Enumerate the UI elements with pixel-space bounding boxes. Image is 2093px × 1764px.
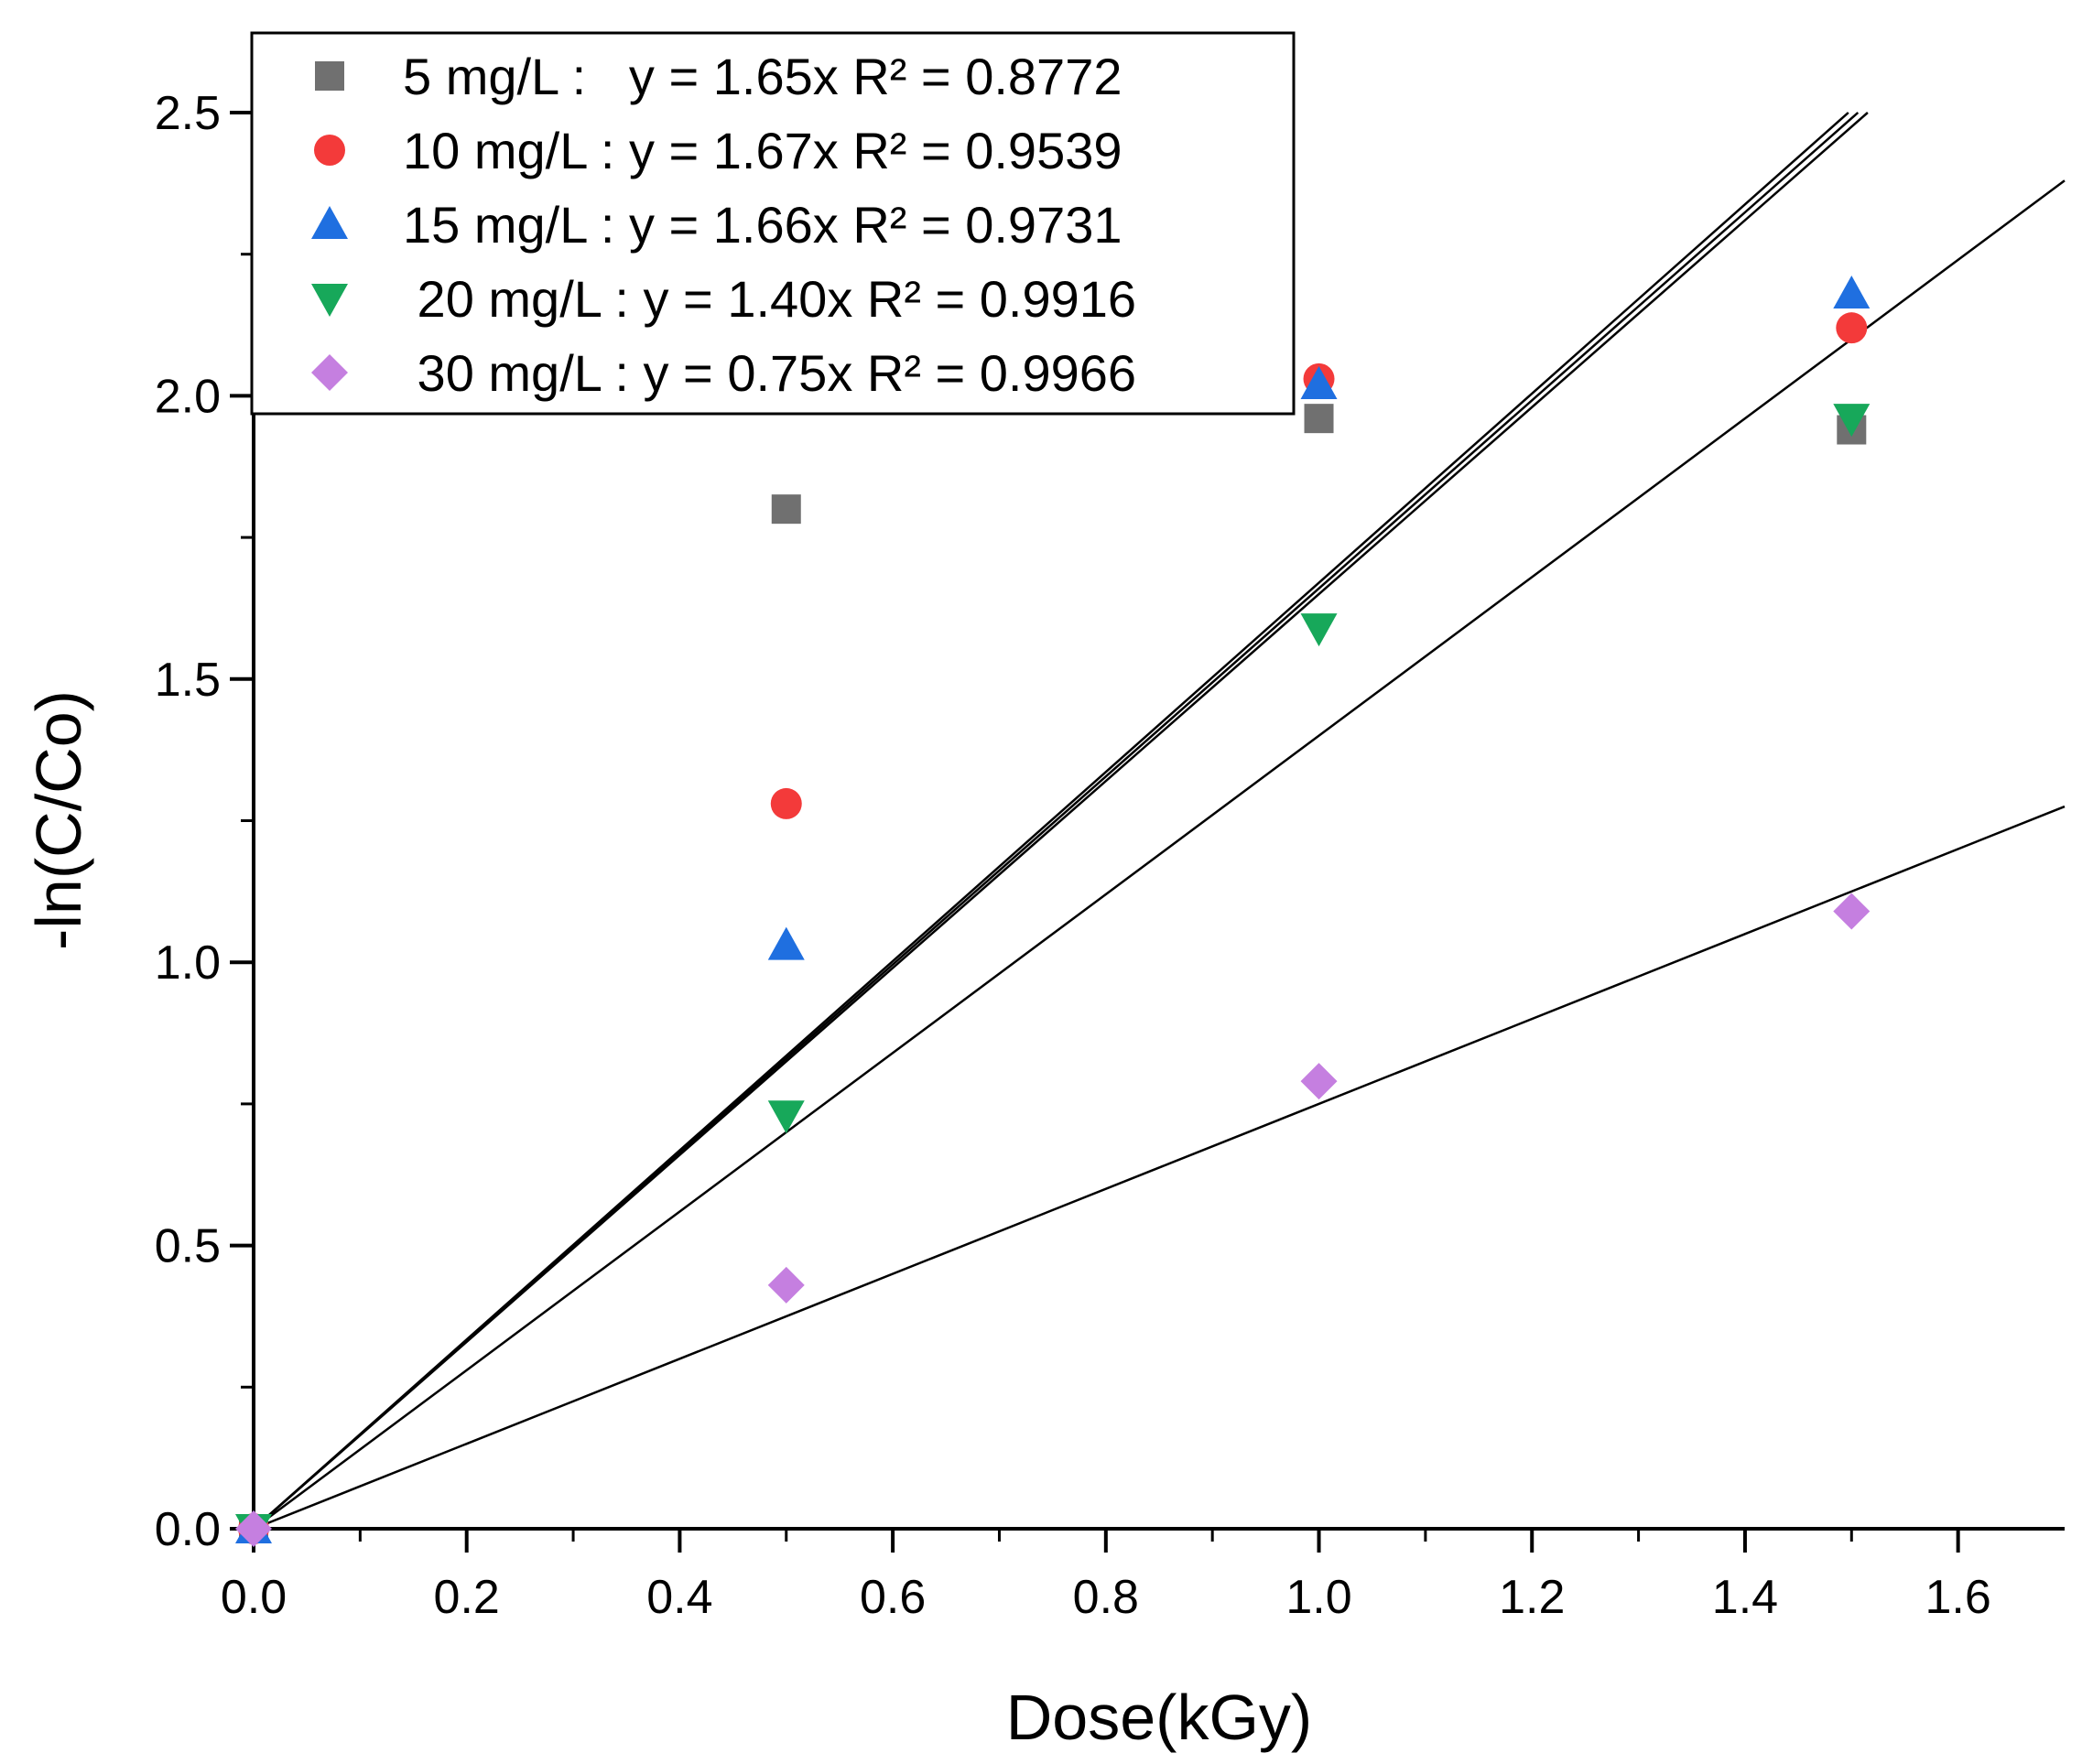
x-tick-label: 0.6 [860,1571,926,1624]
x-tick-label: 1.0 [1285,1571,1351,1624]
data-point [1836,312,1868,344]
data-point [1833,276,1871,309]
y-ticks: 0.0 0.5 1.0 1.5 2.0 2.5 [155,87,254,1556]
x-ticks: 0.0 0.2 0.4 0.6 0.8 1.0 1.2 1.4 1.6 [221,1529,1991,1624]
legend-label: 20 mg/L : y = 1.40x R² = 0.9916 [403,270,1136,328]
data-point [767,926,805,960]
fit-line [253,805,2066,1531]
fit-line [253,112,1860,1530]
legend-label: 5 mg/L : y = 1.65x R² = 0.8772 [403,48,1122,105]
data-point [1833,893,1871,930]
data-point [1300,613,1338,647]
legend-marker [315,61,344,91]
legend-box [250,31,1296,416]
x-tick-label: 0.4 [646,1571,712,1624]
data-point [235,1510,272,1547]
x-tick-label: 1.2 [1499,1571,1565,1624]
y-tick-label: 2.0 [155,370,221,423]
data-point [771,494,801,525]
data-point [767,1100,805,1134]
legend-label: 15 mg/L : y = 1.66x R² = 0.9731 [403,196,1122,254]
data-point [1300,1063,1338,1100]
y-tick-label: 1.5 [155,654,221,707]
legend-marker [311,354,348,391]
fit-lines [253,112,2066,1531]
y-tick-label: 0.0 [155,1503,221,1556]
y-tick-label: 1.0 [155,936,221,990]
data-point [1300,366,1338,400]
x-axis-title: Dose(kGy) [1006,1682,1312,1753]
legend-label: 30 mg/L : y = 0.75x R² = 0.9966 [403,344,1136,402]
x-tick-label: 0.0 [221,1571,287,1624]
data-markers [235,276,1871,1547]
x-tick-label: 0.8 [1073,1571,1139,1624]
legend: 5 mg/L : y = 1.65x R² = 0.8772 10 mg/L : … [250,31,1296,416]
legend-label: 10 mg/L : y = 1.67x R² = 0.9539 [403,122,1122,179]
y-axis-title: -ln(C/Co) [23,690,94,950]
data-point [767,1266,805,1304]
data-point [1304,404,1334,434]
x-tick-label: 1.6 [1925,1571,1990,1624]
legend-marker [314,135,345,166]
legend-marker [311,284,348,317]
fit-line [253,179,2066,1531]
data-point [1833,404,1871,438]
x-tick-label: 1.4 [1712,1571,1778,1624]
y-tick-label: 2.5 [155,87,221,140]
legend-marker [311,206,348,239]
x-tick-label: 0.2 [434,1571,500,1624]
y-tick-label: 0.5 [155,1220,221,1273]
data-point [770,787,802,819]
